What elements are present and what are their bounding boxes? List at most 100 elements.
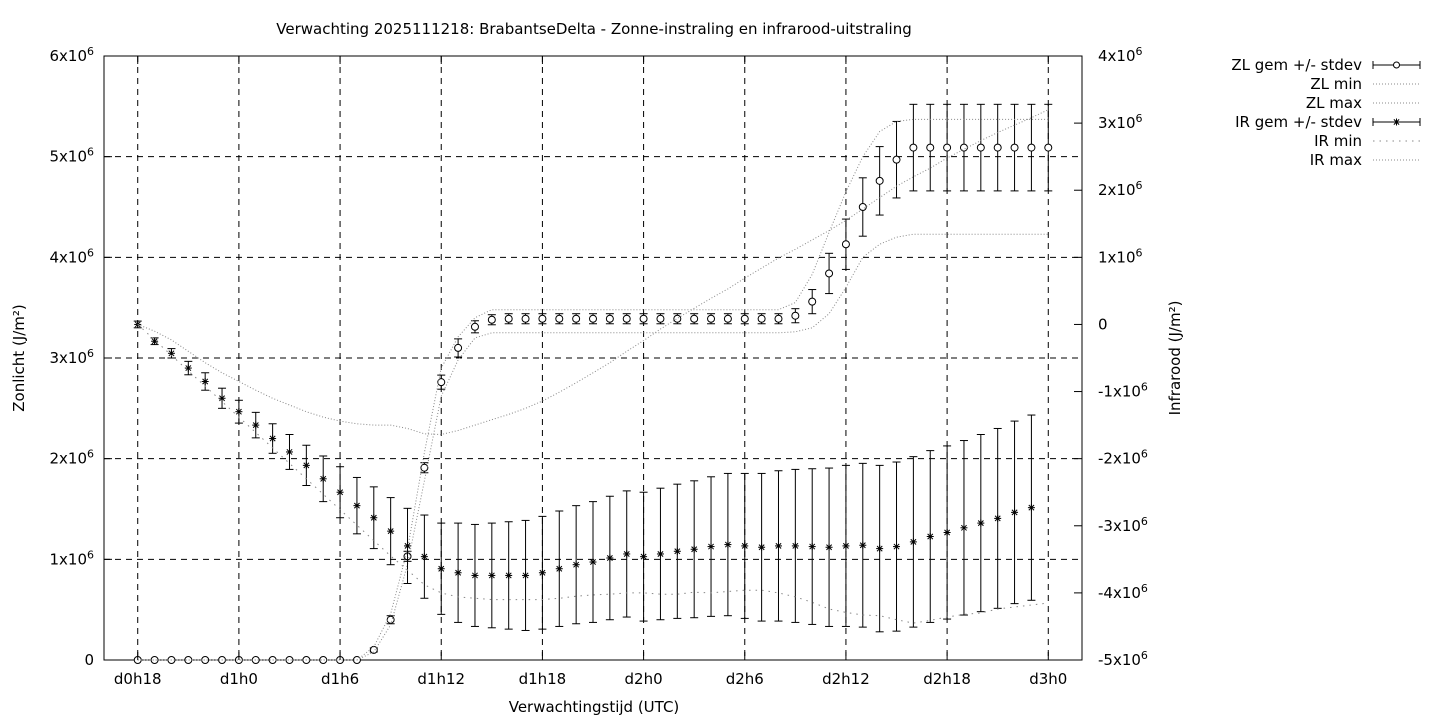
data-point [909,143,918,152]
data-point [572,561,580,569]
y-left-tick-label: 4x106 [49,246,94,266]
y-left-tick-label: 1x106 [49,548,94,568]
y-left-tick-label: 3x106 [49,347,94,367]
y-right-tick-label: 4x106 [1098,45,1143,65]
asterisk-stroke [488,572,495,579]
x-tick-label: d3h0 [1029,670,1067,688]
data-point [994,514,1002,522]
legend-label: IR max [1310,151,1362,169]
y-right-tick-label: -3x106 [1098,515,1148,535]
y-right-tick-label: 3x106 [1098,112,1143,132]
data-point [707,543,715,551]
data-point [370,514,378,522]
asterisk-stroke [876,545,883,552]
y-right-tick-label: -2x106 [1098,448,1148,468]
data-point [235,408,243,416]
asterisk-stroke [775,542,782,549]
asterisk-stroke [522,572,529,579]
x-axis: d0h18 d1h0 d1h6 d1h12 d1h18 d2h0 d2h6 d2h12 d2h1… [114,56,1067,688]
data-point [302,461,310,469]
data-point [471,571,479,579]
y-left-tick-label: 6x106 [49,45,94,65]
legend-label: ZL max [1306,94,1362,112]
x-tick-label: d2h12 [822,670,870,688]
x-tick-label: d1h12 [417,670,465,688]
data-point [825,269,834,278]
data-point [976,143,985,152]
asterisk-stroke [590,559,596,565]
asterisk-stroke [623,550,630,557]
asterisk-stroke [202,378,209,385]
data-point [201,377,209,385]
data-point [420,553,428,561]
data-point [993,143,1002,152]
chart-title: Verwachting 2025111218: BrabantseDelta -… [276,20,911,38]
y-left-tick-label: 5x106 [49,146,94,166]
x-tick-label: d1h0 [220,670,258,688]
y-right-tick-label: 0 [1098,315,1108,333]
data-point [404,542,412,550]
data-point [572,314,581,323]
asterisk-stroke [809,543,816,550]
data-point [589,558,597,566]
data-point [707,314,716,323]
data-point [184,364,192,372]
asterisk-stroke [927,533,934,540]
data-point [926,143,935,152]
data-point [387,527,395,535]
legend-marker [1393,118,1400,126]
data-point [841,240,850,249]
data-point [218,394,226,402]
data-point [656,314,665,323]
asterisk-stroke [994,515,1001,522]
x-tick-label: d2h18 [923,670,971,688]
data-point [522,571,530,579]
x-tick-label: d1h6 [321,670,359,688]
asterisk-stroke [303,462,310,469]
asterisk-stroke [977,520,984,527]
data-point [1027,504,1035,512]
asterisk-stroke [842,542,849,549]
data-point [774,314,783,323]
asterisk-stroke [1011,509,1018,516]
y-left-tick-label: 2x106 [49,448,94,468]
data-point [470,322,479,331]
data-point [353,502,361,510]
data-point [437,565,445,573]
data-point [926,533,934,541]
data-point [656,550,664,558]
asterisk-stroke [235,408,242,415]
legend-marker [1393,61,1400,69]
series-line-zl-min [137,233,1049,661]
data-point [943,143,952,152]
asterisk-stroke [674,548,681,555]
data-point [842,542,850,550]
data-point [640,553,648,561]
data-point [521,314,530,323]
asterisk-stroke [1028,504,1035,511]
data-point [875,176,884,185]
y-right-tick-label: -4x106 [1098,582,1148,602]
data-point [150,656,159,664]
y-axis-left-title: Zonlicht (J/m²) [10,304,28,412]
asterisk-stroke [471,572,478,579]
data-point [420,463,429,472]
x-tick-label: d0h18 [114,670,162,688]
data-point [605,314,614,323]
data-point [758,543,766,551]
asterisk-stroke [151,338,158,345]
asterisk-stroke [606,555,613,561]
asterisk-stroke [404,542,411,549]
data-point [892,155,901,164]
data-point [285,448,293,456]
y-right-tick-label: 2x106 [1098,179,1143,199]
legend-label: ZL min [1310,75,1362,93]
asterisk-stroke [168,350,175,357]
asterisk-stroke [455,569,462,576]
x-tick-label: d1h18 [519,670,567,688]
asterisk-stroke [792,542,799,549]
data-point [589,314,597,323]
data-point [623,550,631,558]
data-point [791,311,800,320]
